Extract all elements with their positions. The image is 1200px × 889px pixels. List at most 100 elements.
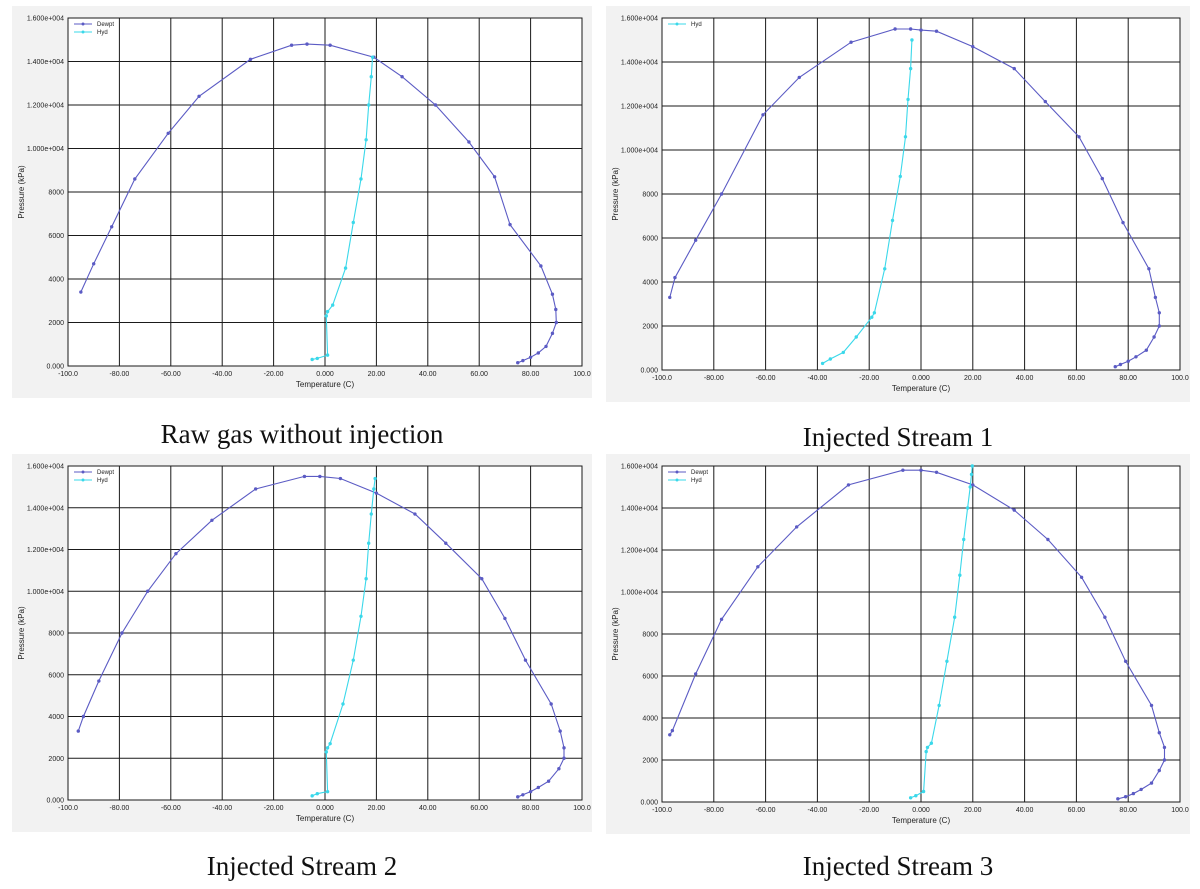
legend-marker <box>675 470 679 474</box>
x-tick-label: 20.00 <box>368 371 386 378</box>
y-tick-label: 1.200e+004 <box>621 548 658 555</box>
dewpt-data-point <box>1012 66 1016 71</box>
hyd-data-point <box>968 485 972 489</box>
dewpt-data-point <box>1153 295 1158 300</box>
dewpt-data-point <box>1116 797 1120 801</box>
y-tick-label: 4000 <box>642 716 658 723</box>
legend-label: Hyd <box>691 22 702 28</box>
hyd-data-point <box>914 794 918 798</box>
dewpt-data-point <box>546 779 551 783</box>
y-tick-label: 8000 <box>642 632 658 639</box>
dewpt-data-point <box>849 40 853 44</box>
hyd-data-point <box>341 702 345 706</box>
y-tick-label: 1.400e+004 <box>27 59 64 66</box>
dewpt-data-point <box>1077 135 1081 139</box>
dewpt-data-point <box>1152 335 1156 339</box>
dewpt-data-point <box>1046 537 1050 542</box>
hyd-data-point <box>906 97 910 102</box>
dewpt-data-point <box>521 793 525 797</box>
dewpt-data-point <box>81 714 86 719</box>
y-tick-label: 6000 <box>48 672 64 679</box>
x-tick-label: -80.00 <box>704 375 724 382</box>
x-tick-label: -20.00 <box>859 807 879 814</box>
caption-injected-stream-2: Injected Stream 2 <box>206 851 398 881</box>
hyd-data-point <box>854 335 858 339</box>
y-tick-label: 0.000 <box>640 368 658 375</box>
dewpt-data-point <box>668 733 672 737</box>
x-tick-label: 80.00 <box>522 805 540 812</box>
x-tick-label: 20.00 <box>964 807 982 814</box>
y-tick-label: 1.200e+004 <box>27 547 64 554</box>
x-tick-label: 60.00 <box>1068 807 1086 814</box>
y-tick-label: 2000 <box>642 324 658 331</box>
dewpt-data-point <box>92 262 96 266</box>
dewpt-data-point <box>846 483 851 487</box>
chart-panel-injected-stream-3: -100.0 -80.00 -60.00 -40.00 -20.00 0.000 20.00… <box>606 454 1190 834</box>
dewpt-data-point <box>1144 348 1149 352</box>
dewpt-data-point <box>919 468 923 472</box>
legend-label: Dewpt <box>97 470 114 476</box>
hyd-data-point <box>828 357 833 361</box>
x-tick-label: 40.00 <box>1016 375 1034 382</box>
dewpt-data-point <box>1162 758 1167 762</box>
hyd-data-point <box>325 353 330 357</box>
dewpt-data-point <box>253 487 258 491</box>
x-tick-label: -40.00 <box>807 375 827 382</box>
hyd-data-point <box>351 220 355 225</box>
x-tick-label: -100.0 <box>652 375 672 382</box>
legend-marker <box>675 478 679 482</box>
dewpt-data-point <box>166 131 170 135</box>
dewpt-data-point <box>433 103 438 107</box>
dewpt-data-point <box>79 290 83 294</box>
hyd-data-point <box>903 135 908 139</box>
x-tick-label: 20.00 <box>964 375 982 382</box>
dewpt-data-point <box>97 679 101 683</box>
chart-panel-raw-gas: -100.0 -80.00 -60.00 -40.00 -20.00 0.000 20.00… <box>12 6 592 398</box>
y-tick-label: 1.400e+004 <box>621 60 658 67</box>
dewpt-data-point <box>523 658 528 662</box>
dewpt-data-point <box>338 476 343 481</box>
dewpt-data-point <box>133 177 137 181</box>
dewpt-data-point <box>794 525 799 529</box>
dewpt-data-point <box>1162 745 1167 750</box>
y-tick-label: 4000 <box>48 277 64 284</box>
x-tick-label: 100.0 <box>1171 807 1189 814</box>
dewpt-data-point <box>145 589 150 593</box>
dewpt-data-point <box>554 320 558 325</box>
x-tick-label: -80.00 <box>109 805 129 812</box>
dewpt-data-point <box>1139 787 1143 792</box>
dewpt-data-point <box>248 57 253 62</box>
dewpt-data-point <box>1149 703 1154 708</box>
hyd-data-point <box>962 537 966 542</box>
hyd-data-point <box>315 792 319 796</box>
dewpt-data-point <box>549 702 553 706</box>
x-tick-label: 60.00 <box>470 371 488 378</box>
hyd-data-point <box>965 506 970 510</box>
x-tick-label: -60.00 <box>161 805 181 812</box>
hyd-data-point <box>952 615 957 619</box>
legend-marker <box>675 22 679 26</box>
hyd-data-point <box>890 218 895 223</box>
y-tick-label: 1.600e+004 <box>27 464 64 471</box>
dewpt-data-point <box>492 175 497 179</box>
dewpt-data-point <box>1147 267 1151 271</box>
chart-svg: -100.0 -80.00 -60.00 -40.00 -20.00 0.000 20.00… <box>12 454 592 832</box>
dewpt-data-point <box>1118 362 1123 367</box>
dewpt-data-point <box>934 470 939 474</box>
x-tick-label: 100.0 <box>1171 375 1189 382</box>
dewpt-data-point <box>536 351 541 355</box>
dewpt-data-point <box>516 361 520 365</box>
x-tick-label: 40.00 <box>419 371 437 378</box>
dewpt-data-point <box>693 238 698 242</box>
x-tick-label: 80.00 <box>1119 807 1137 814</box>
hyd-data-point <box>324 750 328 754</box>
x-tick-label: 0.000 <box>316 805 334 812</box>
y-tick-label: 1.200e+004 <box>27 103 64 110</box>
dewpt-data-point <box>302 474 307 479</box>
x-tick-label: 100.0 <box>573 805 591 812</box>
hyd-data-point <box>310 357 314 362</box>
dewpt-data-point <box>544 344 548 349</box>
y-tick-label: 0.000 <box>46 364 64 371</box>
hyd-data-point <box>325 789 330 794</box>
legend-label: Dewpt <box>97 22 114 28</box>
